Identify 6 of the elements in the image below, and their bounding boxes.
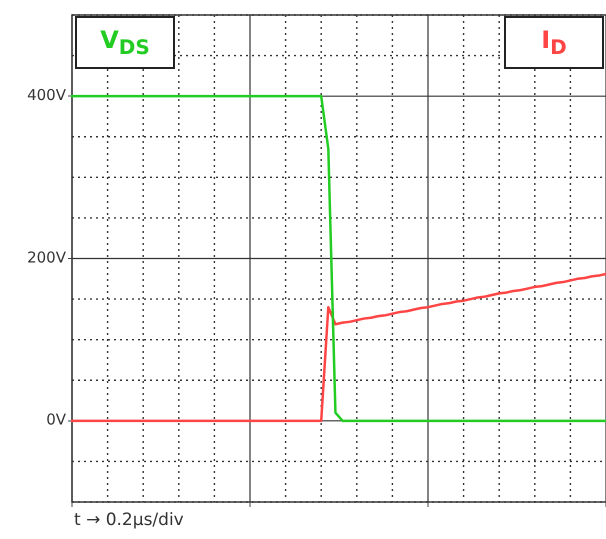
series-label: V$_{DS}$ [100,26,150,59]
y-tick-label: 0V [46,410,67,429]
text: I$_{D}$ [541,26,567,59]
y-tick-label: 400V [27,86,67,104]
text: t → 0.2µs/div [74,510,184,530]
y-tick-label: 200V [27,248,67,266]
